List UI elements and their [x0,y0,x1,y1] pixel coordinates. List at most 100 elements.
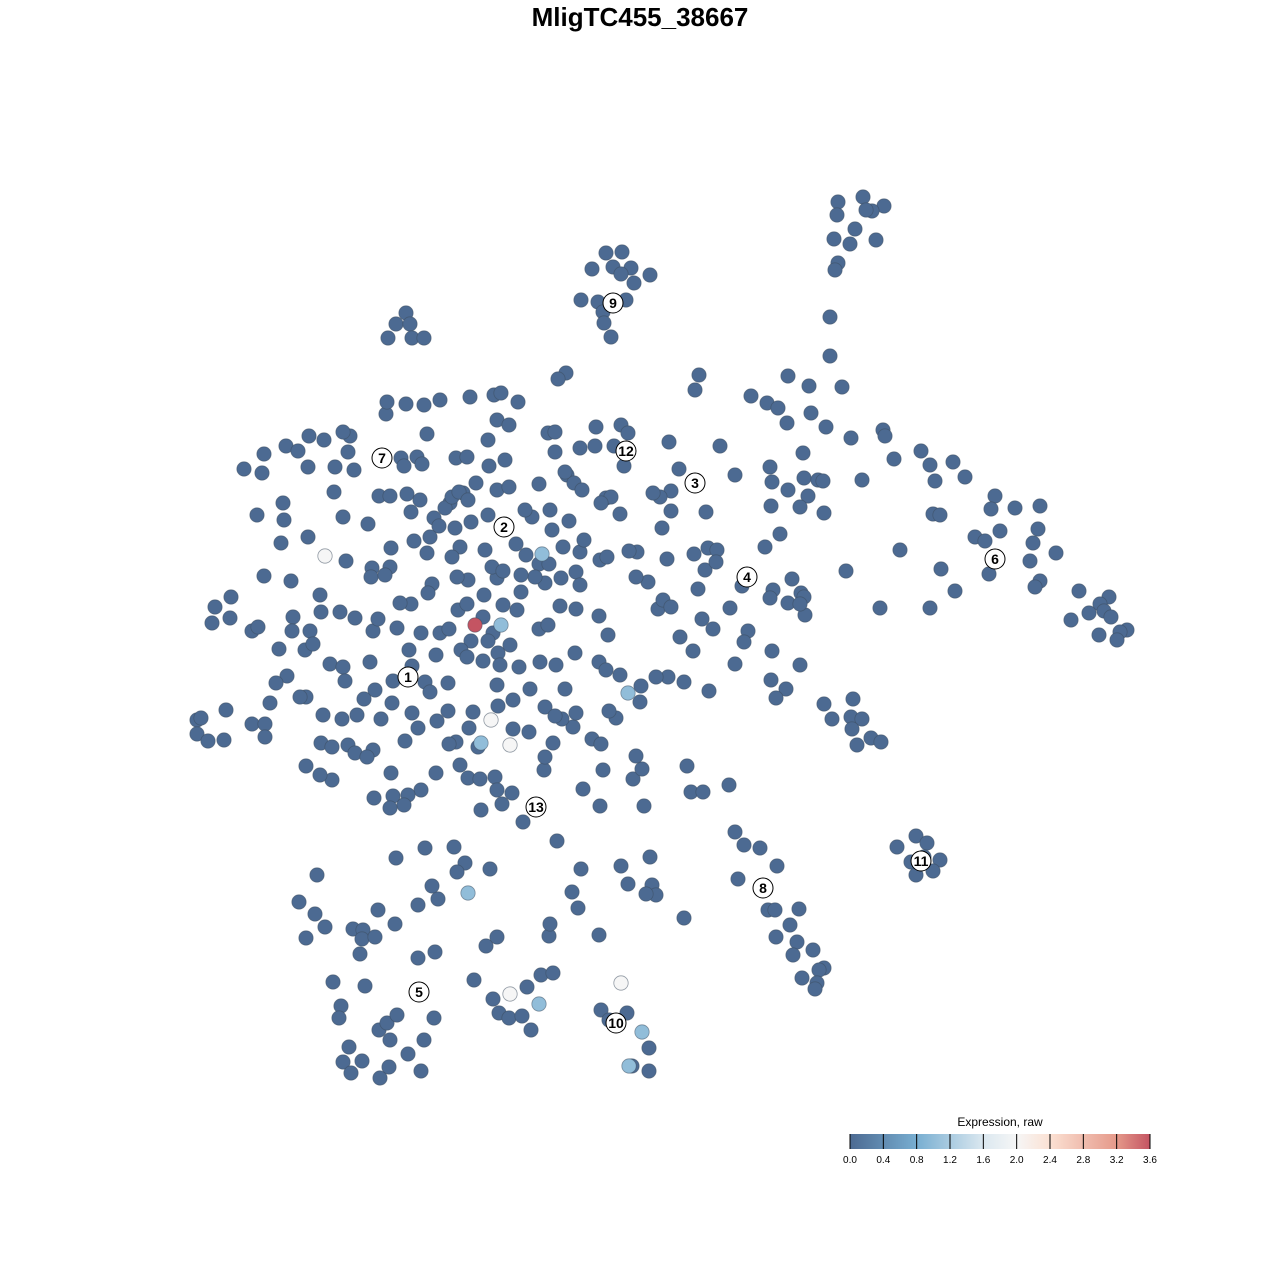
data-point [854,711,870,727]
data-point [441,621,457,637]
data-point [537,699,553,715]
data-point [679,758,695,774]
data-point [482,861,498,877]
data-point [419,426,435,442]
data-point [730,871,746,887]
data-point [805,942,821,958]
data-point [463,514,479,530]
data-point [412,492,428,508]
data-point [324,739,340,755]
data-point [495,563,511,579]
data-point [845,691,861,707]
data-point [362,654,378,670]
data-point [672,629,688,645]
data-point [736,634,752,650]
data-point [531,476,547,492]
data-point [501,479,517,495]
data-point [534,546,550,562]
data-point [676,674,692,690]
data-point [826,231,842,247]
data-point [465,704,481,720]
data-point [392,595,408,611]
data-point [791,901,807,917]
data-point [410,897,426,913]
data-point [659,551,675,567]
data-point [1022,553,1038,569]
cluster-label-5: 5 [408,981,430,1003]
data-point [868,232,884,248]
data-point [987,488,1003,504]
data-point [257,716,273,732]
data-point [1103,609,1119,625]
data-point [335,424,351,440]
data-point [400,1046,416,1062]
data-point [511,659,527,675]
data-point [686,546,702,562]
data-point [312,587,328,603]
data-point [542,502,558,518]
data-point [763,498,779,514]
data-point [275,495,291,511]
data-point [497,452,513,468]
data-point [216,732,232,748]
data-point [431,518,447,534]
data-point [317,548,333,564]
data-point [244,716,260,732]
data-point [540,617,556,633]
data-point [493,617,509,633]
data-point [440,675,456,691]
data-point [291,894,307,910]
data-point [354,931,370,947]
data-point [489,929,505,945]
data-point [721,777,737,793]
data-point [620,425,636,441]
data-point [574,482,590,498]
data-point [193,710,209,726]
data-point [473,802,489,818]
data-point [550,371,566,387]
data-point [789,934,805,950]
data-point [858,202,874,218]
data-point [189,726,205,742]
data-point [382,800,398,816]
data-point [422,684,438,700]
data-point [489,782,505,798]
data-point [459,649,475,665]
data-point [501,1010,517,1026]
data-point [945,454,961,470]
data-point [478,938,494,954]
data-point [359,749,375,765]
data-point [429,713,445,729]
data-point [727,467,743,483]
data-point [326,484,342,500]
data-point [572,440,588,456]
colorbar-tick-label: 1.2 [943,1155,957,1166]
data-point [460,492,476,508]
data-point [694,611,710,627]
data-point [648,669,664,685]
data-point [947,583,963,599]
data-point [599,549,615,565]
data-point [785,947,801,963]
data-point [413,625,429,641]
data-point [922,600,938,616]
data-point [527,569,543,585]
data-point [501,417,517,433]
cluster-label-badge [602,292,624,314]
colorbar-legend: 0.0 0.4 0.8 1.2 1.6 2.0 2.4 2.8 3.2 3.6 [843,1134,1157,1166]
data-point [567,645,583,661]
data-point [621,1058,637,1074]
data-point [547,424,563,440]
cluster-label-2: 2 [493,516,515,538]
data-point [337,673,353,689]
data-point [410,720,426,736]
cluster-label-text: 6 [991,551,999,567]
data-point [521,724,537,740]
data-point [223,589,239,605]
data-point [312,767,328,783]
data-point [401,642,417,658]
data-point [388,850,404,866]
cluster-label-11: 11 [910,850,932,872]
data-point [824,711,840,727]
data-point [492,657,508,673]
